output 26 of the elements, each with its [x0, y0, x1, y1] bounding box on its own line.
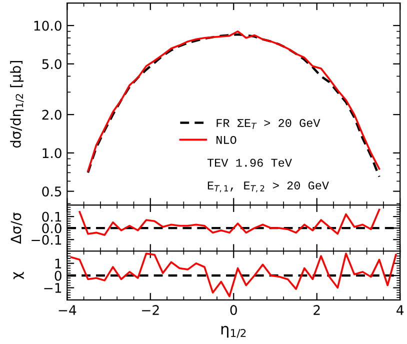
annotation: E$_{T,1}$, E$_{T,2}$ > 20 GeV [208, 181, 329, 192]
y-tick-label: 5.0 [42, 59, 62, 70]
y-tick-label: 1.0 [42, 148, 62, 158]
y-tick-label: 1 [55, 258, 62, 268]
y-axis-title: dσ/dη$_{1/2}$ [μb] [10, 61, 24, 148]
annotation: TEV 1.96 TeV [207, 158, 292, 167]
x-tick-label: −4 [58, 305, 76, 315]
y-tick-label: 0.5 [42, 186, 62, 196]
y-tick-label: −0.1 [32, 234, 62, 245]
y-tick-label: 2.0 [42, 110, 62, 120]
x-tick-label: 0 [230, 305, 237, 316]
x-tick-label: 2 [314, 305, 320, 315]
y-axis-title: Δσ/σ [10, 212, 22, 244]
y-tick-label: 0 [54, 270, 62, 281]
line-series [70, 252, 397, 298]
legend-label: NLO [216, 136, 236, 144]
line-series [78, 208, 380, 236]
y-tick-label: 0.1 [42, 212, 62, 222]
x-axis-title: η$_{1/2}$ [221, 326, 246, 338]
x-tick-label: −2 [142, 305, 159, 315]
y-tick-label: 10.0 [34, 20, 62, 31]
x-tick-label: 4 [396, 305, 404, 315]
y-tick-label: 0.0 [42, 223, 62, 234]
y-tick-label: −1 [44, 283, 62, 293]
y-axis-title: χ [13, 272, 24, 280]
legend-label: FR ΣE$_{T}$ > 20 GeV [216, 119, 320, 129]
